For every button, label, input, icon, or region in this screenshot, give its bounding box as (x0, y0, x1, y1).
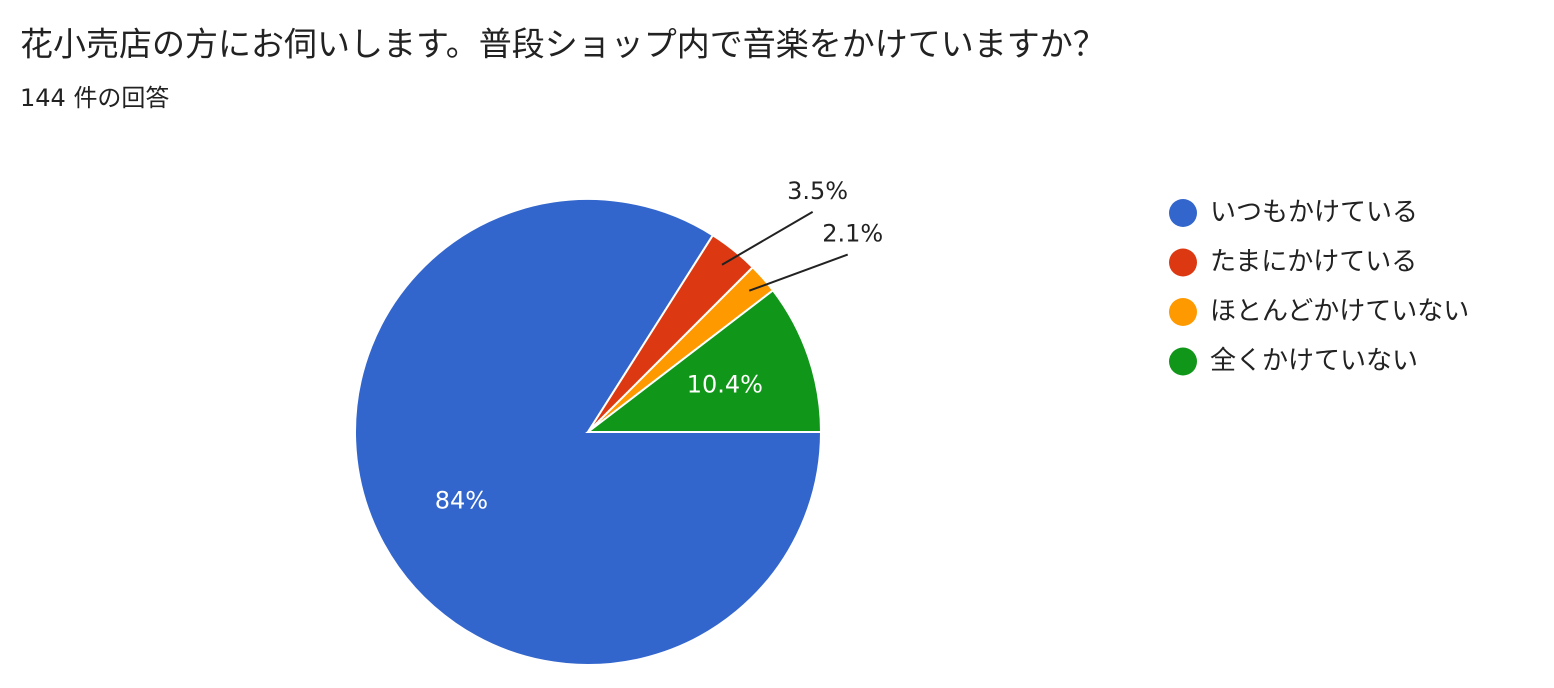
leader-line (721, 210, 814, 266)
chart-subtitle: 144 件の回答 (20, 84, 169, 112)
legend-marker (1169, 347, 1197, 376)
data-label: 2.1% (822, 220, 883, 248)
chart-title: 花小売店の方にお伺いします。普段ショップ内で音楽をかけていますか？ (20, 25, 1106, 64)
legend-label: いつもかけている (1210, 198, 1418, 228)
data-label: 3.5% (787, 177, 848, 205)
legend-marker (1169, 248, 1197, 277)
data-label: 84% (435, 487, 488, 515)
pie-slice (585, 288, 823, 433)
legend-label: たまにかけている (1210, 247, 1417, 277)
legend-marker (1169, 298, 1197, 326)
data-label: 10.4% (687, 371, 763, 399)
legend-label: ほとんどかけていない (1210, 297, 1469, 327)
leader-line (748, 253, 849, 292)
legend-marker (1169, 199, 1197, 227)
legend-label: 全くかけていない (1210, 346, 1418, 376)
